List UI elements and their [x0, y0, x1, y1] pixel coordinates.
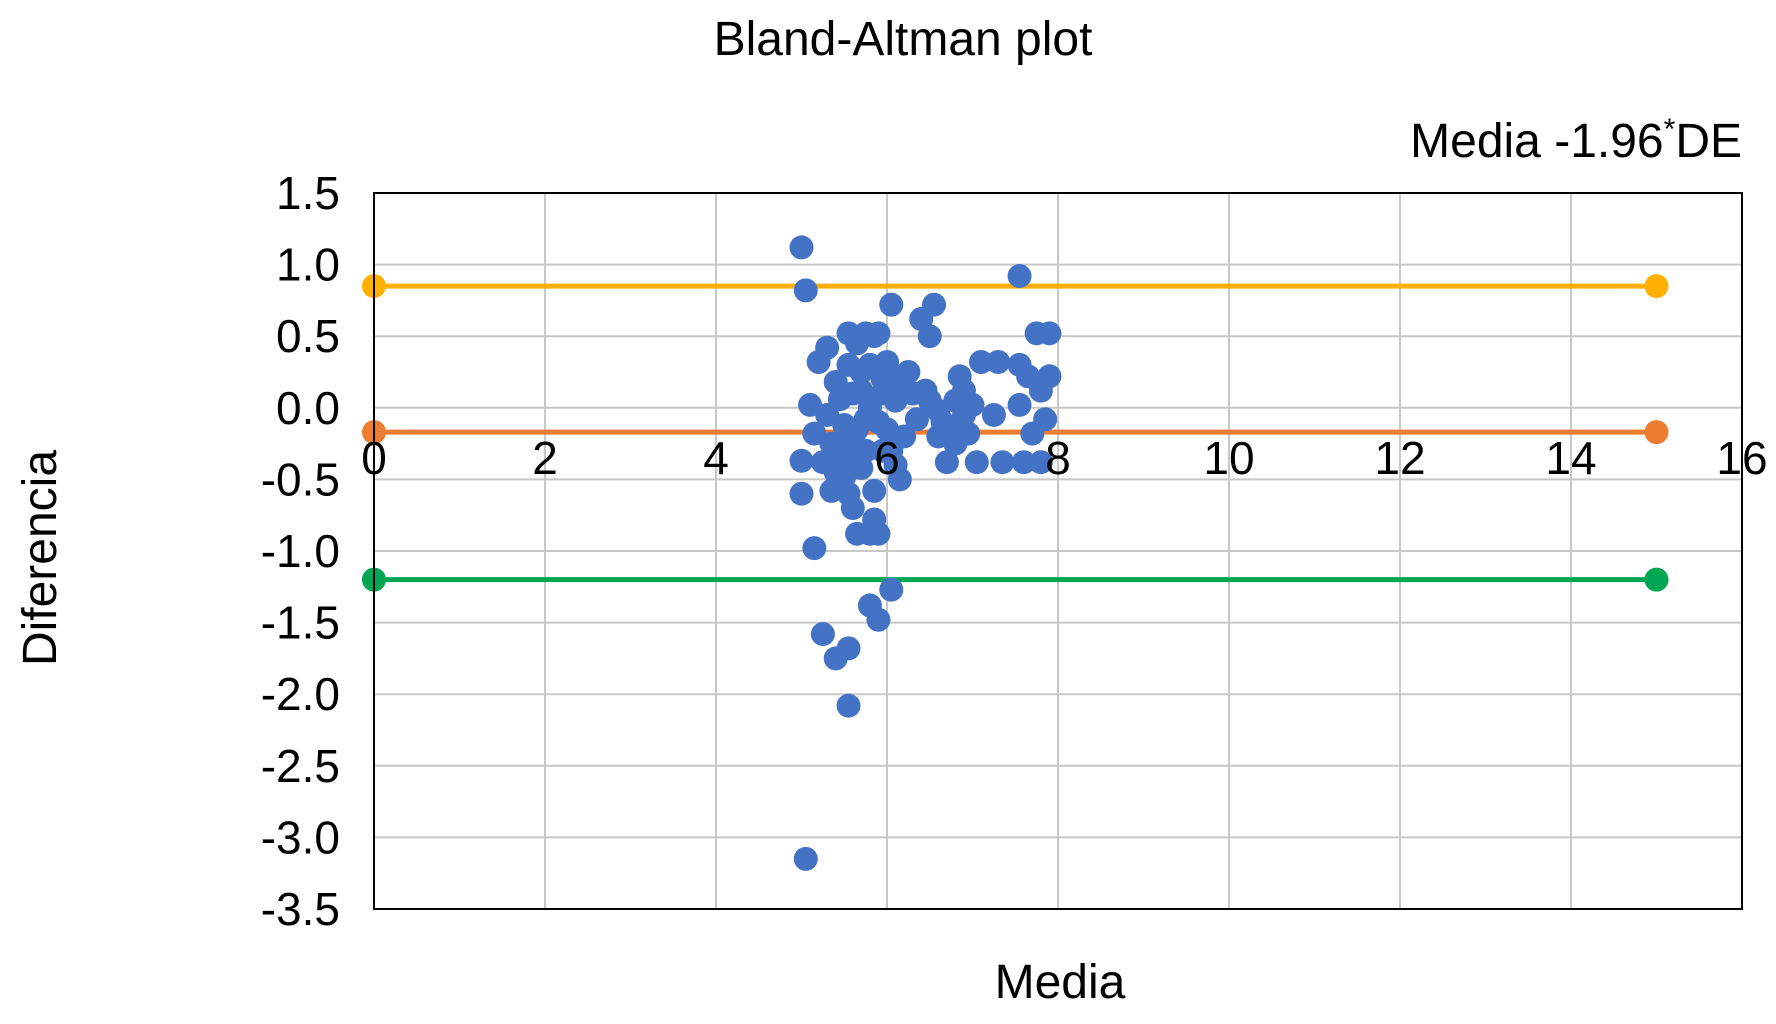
data-point [853, 438, 878, 463]
data-point [904, 407, 929, 432]
data-point [1037, 321, 1062, 346]
data-point [789, 448, 814, 473]
data-point [866, 607, 891, 632]
x-tick-labels: 0 2 4 6 8 10 12 14 16 [361, 432, 1767, 484]
x-tick-label: 4 [703, 432, 729, 484]
x-tick-label: 12 [1374, 432, 1425, 484]
data-point [951, 378, 976, 403]
annotation-tail: DE [1675, 115, 1742, 168]
data-point [917, 324, 942, 349]
data-point [917, 388, 942, 413]
y-tick-label: -3.5 [261, 883, 340, 935]
lower-limit-marker [1644, 567, 1669, 592]
y-tick-label: -2.5 [261, 740, 340, 792]
data-point [789, 481, 814, 506]
data-point [1007, 392, 1032, 417]
chart-title: Bland-Altman plot [714, 13, 1093, 66]
data-point [849, 360, 874, 384]
data-point [793, 278, 818, 303]
data-point [981, 402, 1006, 427]
data-points [789, 235, 1062, 871]
data-point [866, 410, 891, 435]
plot-frame [373, 192, 1743, 910]
y-tick-label: -1.0 [261, 525, 340, 577]
data-point [1033, 407, 1058, 432]
y-tick-label: 1.5 [276, 167, 340, 219]
y-tick-label: 0.0 [276, 382, 340, 434]
y-tick-labels: 1.5 1.0 0.5 0.0 -0.5 -1.0 -1.5 -2.0 -2.5 -3.0 -3.5 [261, 167, 340, 935]
data-point [866, 521, 891, 546]
data-point [883, 453, 908, 478]
data-point [969, 349, 994, 374]
data-point [1028, 450, 1053, 475]
y-tick-label: -1.5 [261, 597, 340, 649]
data-point [1007, 264, 1032, 289]
data-point [823, 460, 848, 485]
data-point [793, 846, 818, 871]
data-point [879, 292, 904, 317]
y-tick-label: -3.0 [261, 811, 340, 863]
x-tick-label: 2 [532, 432, 558, 484]
data-point [870, 381, 895, 406]
x-tick-label: 6 [874, 432, 900, 484]
x-tick-label: 16 [1716, 432, 1767, 484]
reference-lines [362, 274, 1669, 592]
data-point [866, 321, 891, 346]
data-point [862, 478, 887, 503]
data-point [879, 577, 904, 602]
grid [373, 192, 1743, 910]
annotation-superscript: * [1664, 113, 1676, 146]
data-point [840, 381, 865, 406]
data-point [815, 335, 840, 360]
data-point [836, 693, 861, 718]
data-point [943, 431, 968, 456]
data-point [836, 481, 861, 506]
y-tick-label: -2.0 [261, 668, 340, 720]
x-tick-label: 10 [1203, 432, 1254, 484]
data-point [810, 622, 835, 647]
data-point [964, 450, 989, 475]
annotation-main: Media -1.96 [1410, 115, 1663, 168]
data-point [990, 450, 1015, 475]
data-point [922, 292, 947, 317]
data-point [887, 367, 912, 392]
limit-annotation: Media -1.96*DE [1410, 113, 1742, 168]
mean-difference-marker [1644, 420, 1669, 445]
data-point [802, 536, 827, 561]
y-axis-title: Diferencia [14, 450, 67, 666]
data-point [1037, 364, 1062, 389]
x-tick-label: 14 [1545, 432, 1596, 484]
x-tick-label: 0 [361, 432, 387, 484]
y-tick-label: 1.0 [276, 239, 340, 291]
data-point [845, 417, 870, 442]
data-point [875, 349, 899, 374]
x-axis-title: Media [995, 956, 1126, 1009]
data-point [823, 646, 848, 671]
data-point [934, 450, 959, 475]
y-tick-label: 0.5 [276, 310, 340, 362]
y-tick-label: -0.5 [261, 453, 340, 505]
x-tick-label: 8 [1045, 432, 1071, 484]
upper-limit-marker [1644, 274, 1669, 299]
data-point [986, 349, 1011, 374]
data-point [1011, 450, 1036, 475]
data-point [789, 235, 814, 260]
